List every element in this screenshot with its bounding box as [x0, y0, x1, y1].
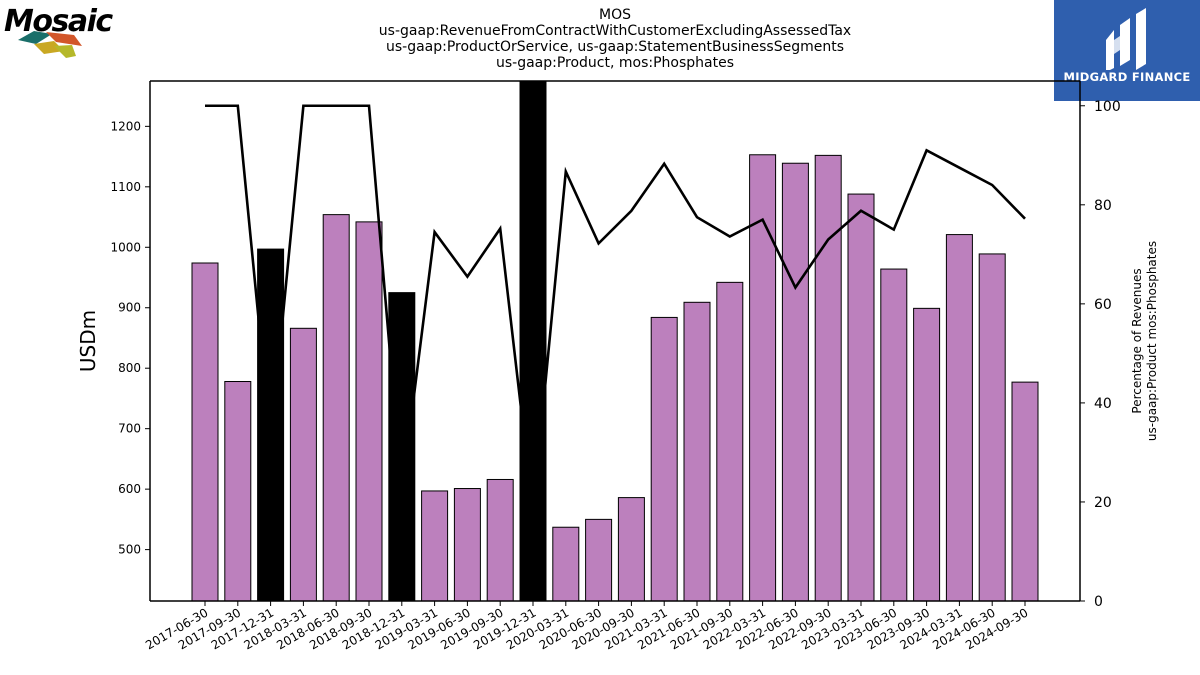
bar-2023-09-30 [913, 307, 941, 601]
y-tick-label-1000: 1000 [110, 240, 141, 254]
y-right-tick-label-20: 20 [1094, 495, 1112, 511]
bar-2019-09-30 [486, 478, 514, 601]
bar-2017-06-30 [191, 262, 219, 601]
bars-group [191, 81, 1039, 601]
y-tick-label-1100: 1100 [110, 180, 141, 194]
bar-2019-06-30 [453, 488, 481, 601]
axes-group [149, 80, 1081, 602]
bar-2024-03-31 [945, 234, 973, 601]
bar-2023-06-30 [880, 268, 908, 601]
mosaic-logo-text: Mosaic [4, 4, 113, 39]
bar-2018-06-30 [322, 214, 350, 601]
left-ticks-group: 500 600 700 800 900 1000 1100 1200 [110, 119, 150, 557]
bar-2021-03-31 [650, 316, 678, 601]
y-right-tick-label-0: 0 [1094, 594, 1103, 610]
bar-2024-09-30 [1011, 381, 1039, 601]
y-axis-right-label-line-1: Percentage of Revenues [1130, 268, 1144, 413]
y-tick-label-900: 900 [118, 301, 141, 315]
chart-title-line-3: us-gaap:ProductOrService, us-gaap:Statem… [385, 39, 844, 55]
mosaic-tiles-icon [18, 31, 82, 58]
bar-2021-06-30 [683, 301, 711, 601]
y-tick-label-700: 700 [118, 422, 141, 436]
y-axis-right-label-line-2: us-gaap:Product mos:Phosphates [1145, 241, 1159, 441]
y-tick-label-1200: 1200 [110, 119, 141, 133]
bar-2022-06-30 [781, 162, 809, 601]
y-right-tick-label-60: 60 [1094, 297, 1112, 313]
right-ticks-group: 0 20 40 60 80 100 [1080, 99, 1121, 610]
line-group [205, 104, 1026, 513]
bar-2022-03-31 [749, 154, 777, 601]
y-right-tick-label-100: 100 [1094, 99, 1121, 115]
bar-2020-03-31 [552, 526, 580, 601]
y-axis-label: USDm [76, 310, 100, 372]
chart-title-line-1: MOS [599, 7, 631, 23]
bar-2019-03-31 [421, 490, 449, 601]
y-tick-label-800: 800 [118, 361, 141, 375]
x-ticks-group: 2017-06-302017-09-302017-12-312018-03-31… [143, 601, 1031, 652]
chart-title-line-4: us-gaap:Product, mos:Phosphates [495, 55, 735, 71]
mosaic-logo: Mosaic [4, 4, 134, 64]
y-right-tick-label-40: 40 [1094, 396, 1112, 412]
midgard-finance-text: MIDGARD FINANCE [1063, 70, 1191, 84]
bar-2019-12-31 [519, 81, 547, 601]
chart-title-line-2: us-gaap:RevenueFromContractWithCustomerE… [378, 23, 852, 39]
bar-2018-09-30 [355, 221, 383, 601]
bar-2020-06-30 [585, 518, 613, 601]
percentage-line [205, 104, 1026, 513]
bar-2018-12-31 [388, 292, 416, 601]
midgard-finance-logo: MIDGARD FINANCE [1054, 0, 1200, 101]
bar-2022-09-30 [814, 154, 842, 601]
bar-2018-03-31 [289, 327, 317, 601]
bar-2021-09-30 [716, 281, 744, 601]
midgard-finance-icon [1106, 8, 1146, 70]
bar-2024-06-30 [978, 253, 1006, 601]
bar-2017-12-31 [257, 248, 285, 601]
bar-2023-03-31 [847, 193, 875, 601]
bar-2017-09-30 [224, 381, 252, 601]
bar-2020-09-30 [617, 497, 645, 601]
y-tick-label-500: 500 [118, 543, 141, 557]
y-tick-label-600: 600 [118, 482, 141, 496]
y-right-tick-label-80: 80 [1094, 198, 1112, 214]
